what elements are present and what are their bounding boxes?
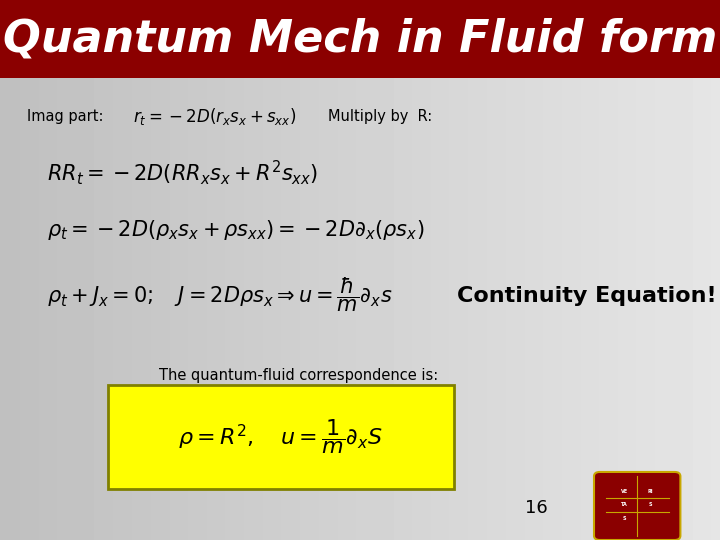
Text: RI: RI (647, 489, 653, 494)
Text: $RR_t = -2D(RR_x s_x + R^2 s_{xx})$: $RR_t = -2D(RR_x s_x + R^2 s_{xx})$ (47, 158, 318, 187)
Text: $\rho_t + J_x = 0; \quad J = 2D\rho s_x \Rightarrow u = \dfrac{\hbar}{m}\partial: $\rho_t + J_x = 0; \quad J = 2D\rho s_x … (47, 275, 392, 314)
Text: S: S (623, 516, 626, 521)
FancyBboxPatch shape (594, 472, 680, 540)
Text: $\rho_t = -2D(\rho_x s_x + \rho s_{xx}) = -2D\partial_x(\rho s_x)$: $\rho_t = -2D(\rho_x s_x + \rho s_{xx}) … (47, 218, 424, 241)
Text: Imag part:: Imag part: (27, 109, 104, 124)
Text: The quantum-fluid correspondence is:: The quantum-fluid correspondence is: (159, 368, 438, 383)
Text: $\rho = R^2, \quad u = \dfrac{1}{m}\partial_x S$: $\rho = R^2, \quad u = \dfrac{1}{m}\part… (179, 417, 383, 456)
Text: 16: 16 (525, 498, 548, 517)
Text: S: S (649, 502, 652, 508)
Text: $r_t = -2D(r_x s_x + s_{xx})$: $r_t = -2D(r_x s_x + s_{xx})$ (133, 106, 297, 126)
FancyBboxPatch shape (0, 0, 720, 78)
FancyBboxPatch shape (108, 385, 454, 489)
Text: Continuity Equation!: Continuity Equation! (457, 286, 716, 306)
Text: Quantum Mech in Fluid form: Quantum Mech in Fluid form (3, 17, 717, 60)
Text: Multiply by  R:: Multiply by R: (328, 109, 432, 124)
Text: TA: TA (621, 502, 628, 508)
Text: VE: VE (621, 489, 628, 494)
